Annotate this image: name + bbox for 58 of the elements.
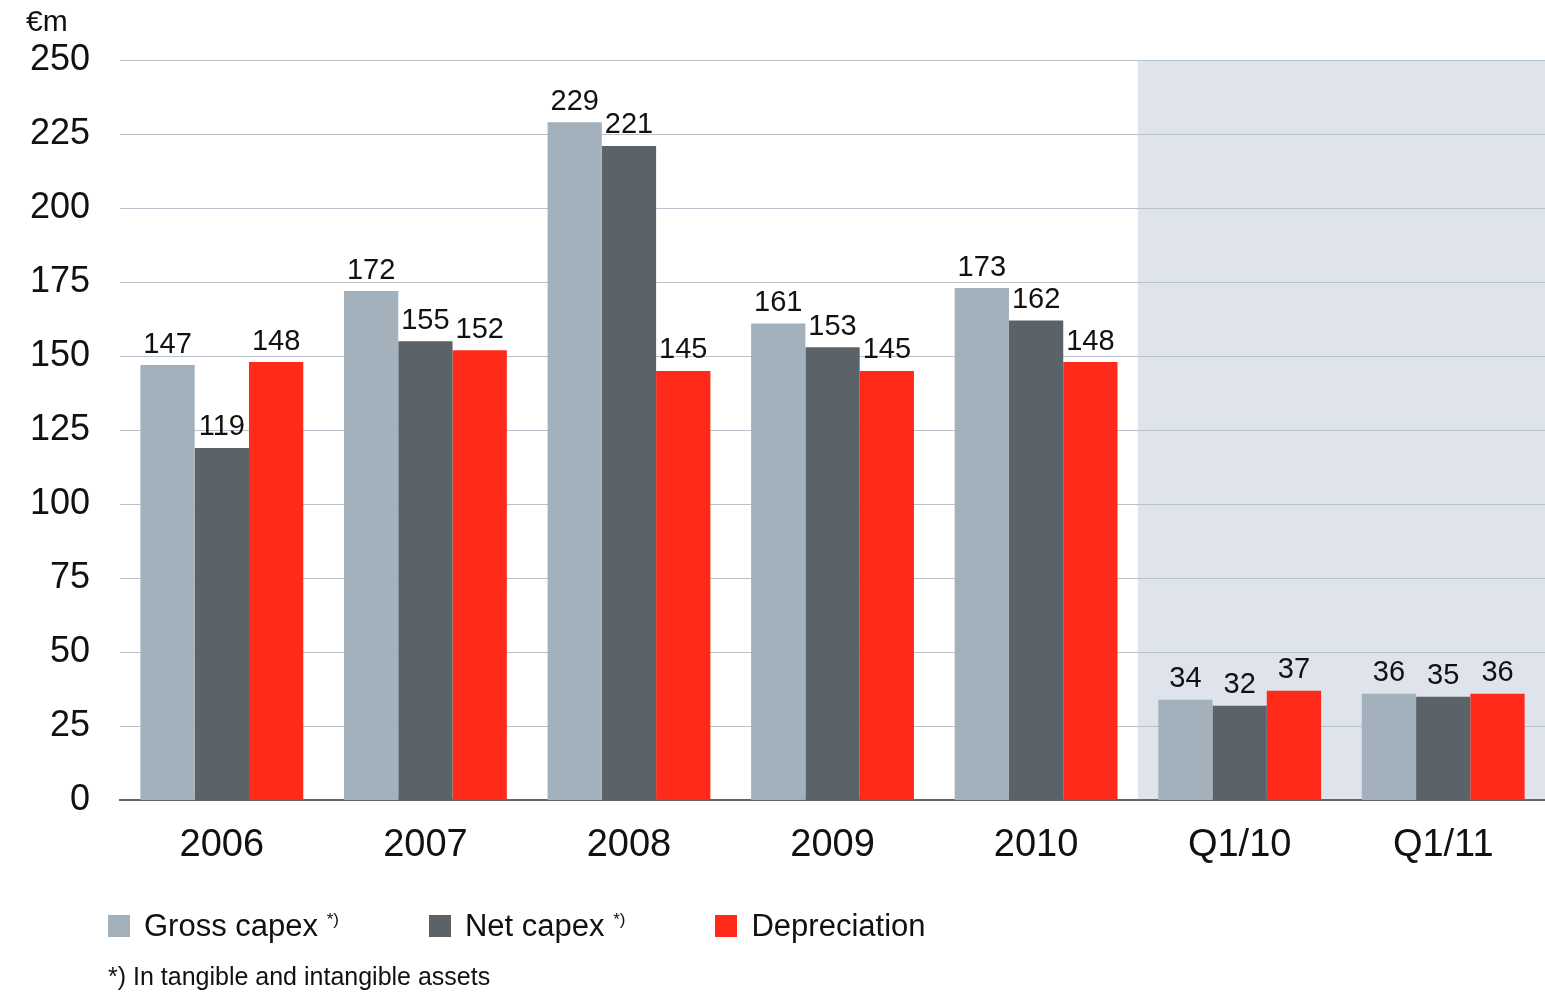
data-label: 145: [862, 332, 912, 365]
x-tick-label: 2009: [790, 821, 875, 864]
bar: [859, 370, 914, 800]
legend-label: Gross capex $^{*)}$: [144, 908, 339, 944]
data-label: 148: [251, 323, 301, 356]
y-tick-label: 250: [29, 36, 91, 78]
legend-label: Depreciation: [751, 908, 926, 944]
y-tick-label: 75: [50, 555, 91, 597]
data-label: 173: [957, 249, 1007, 282]
y-tick-label: 25: [50, 703, 91, 745]
y-tick-label: 225: [29, 110, 91, 152]
bar: [1266, 690, 1322, 800]
bar: [1470, 693, 1525, 800]
data-label: 148: [1066, 323, 1115, 356]
bar: [547, 122, 602, 800]
bar: [1063, 362, 1118, 800]
bar: [1158, 699, 1213, 800]
bar: [343, 291, 399, 800]
y-tick-label: 50: [50, 629, 91, 671]
x-tick-label: 2010: [993, 821, 1079, 864]
y-tick-label: 175: [29, 259, 91, 301]
data-label: 147: [143, 326, 192, 359]
data-label: 34: [1169, 661, 1202, 694]
data-label: 155: [401, 302, 450, 335]
y-tick-label: 100: [29, 481, 91, 523]
bar: [954, 288, 1009, 800]
data-label: 37: [1277, 652, 1311, 685]
x-tick-label: 2008: [586, 821, 672, 864]
data-label: 221: [604, 107, 654, 140]
data-label: 172: [346, 252, 396, 285]
bar: [751, 323, 806, 800]
bar: [140, 365, 195, 800]
y-tick-label: 0: [70, 777, 91, 819]
data-label: 152: [455, 311, 504, 344]
data-label: 162: [1011, 282, 1061, 315]
bar: [1361, 693, 1417, 800]
x-tick-label: Q1/10: [1187, 821, 1292, 864]
x-tick-label: 2006: [179, 821, 265, 864]
legend-label: Net capex $^{*)}$: [464, 908, 626, 944]
y-tick-label: 125: [29, 407, 91, 449]
y-tick-label: 200: [29, 185, 91, 226]
data-label: 32: [1223, 667, 1256, 700]
text: *) In tangible and intangible assets: [108, 962, 491, 991]
x-tick-label: Q1/11: [1392, 821, 1494, 864]
data-label: 36: [1481, 655, 1514, 688]
bar: [248, 362, 304, 800]
y-axis-title: €m: [26, 4, 68, 38]
data-label: 119: [198, 409, 245, 442]
data-label: 35: [1427, 658, 1460, 691]
y-tick-label: 150: [29, 333, 91, 375]
data-label: 145: [659, 332, 708, 365]
x-tick-label: 2007: [383, 821, 468, 864]
data-label: 161: [754, 285, 803, 318]
bar: [656, 370, 711, 800]
data-label: 153: [808, 308, 857, 341]
data-label: 229: [550, 83, 599, 116]
bar: [452, 350, 507, 800]
data-label: 36: [1372, 655, 1406, 688]
